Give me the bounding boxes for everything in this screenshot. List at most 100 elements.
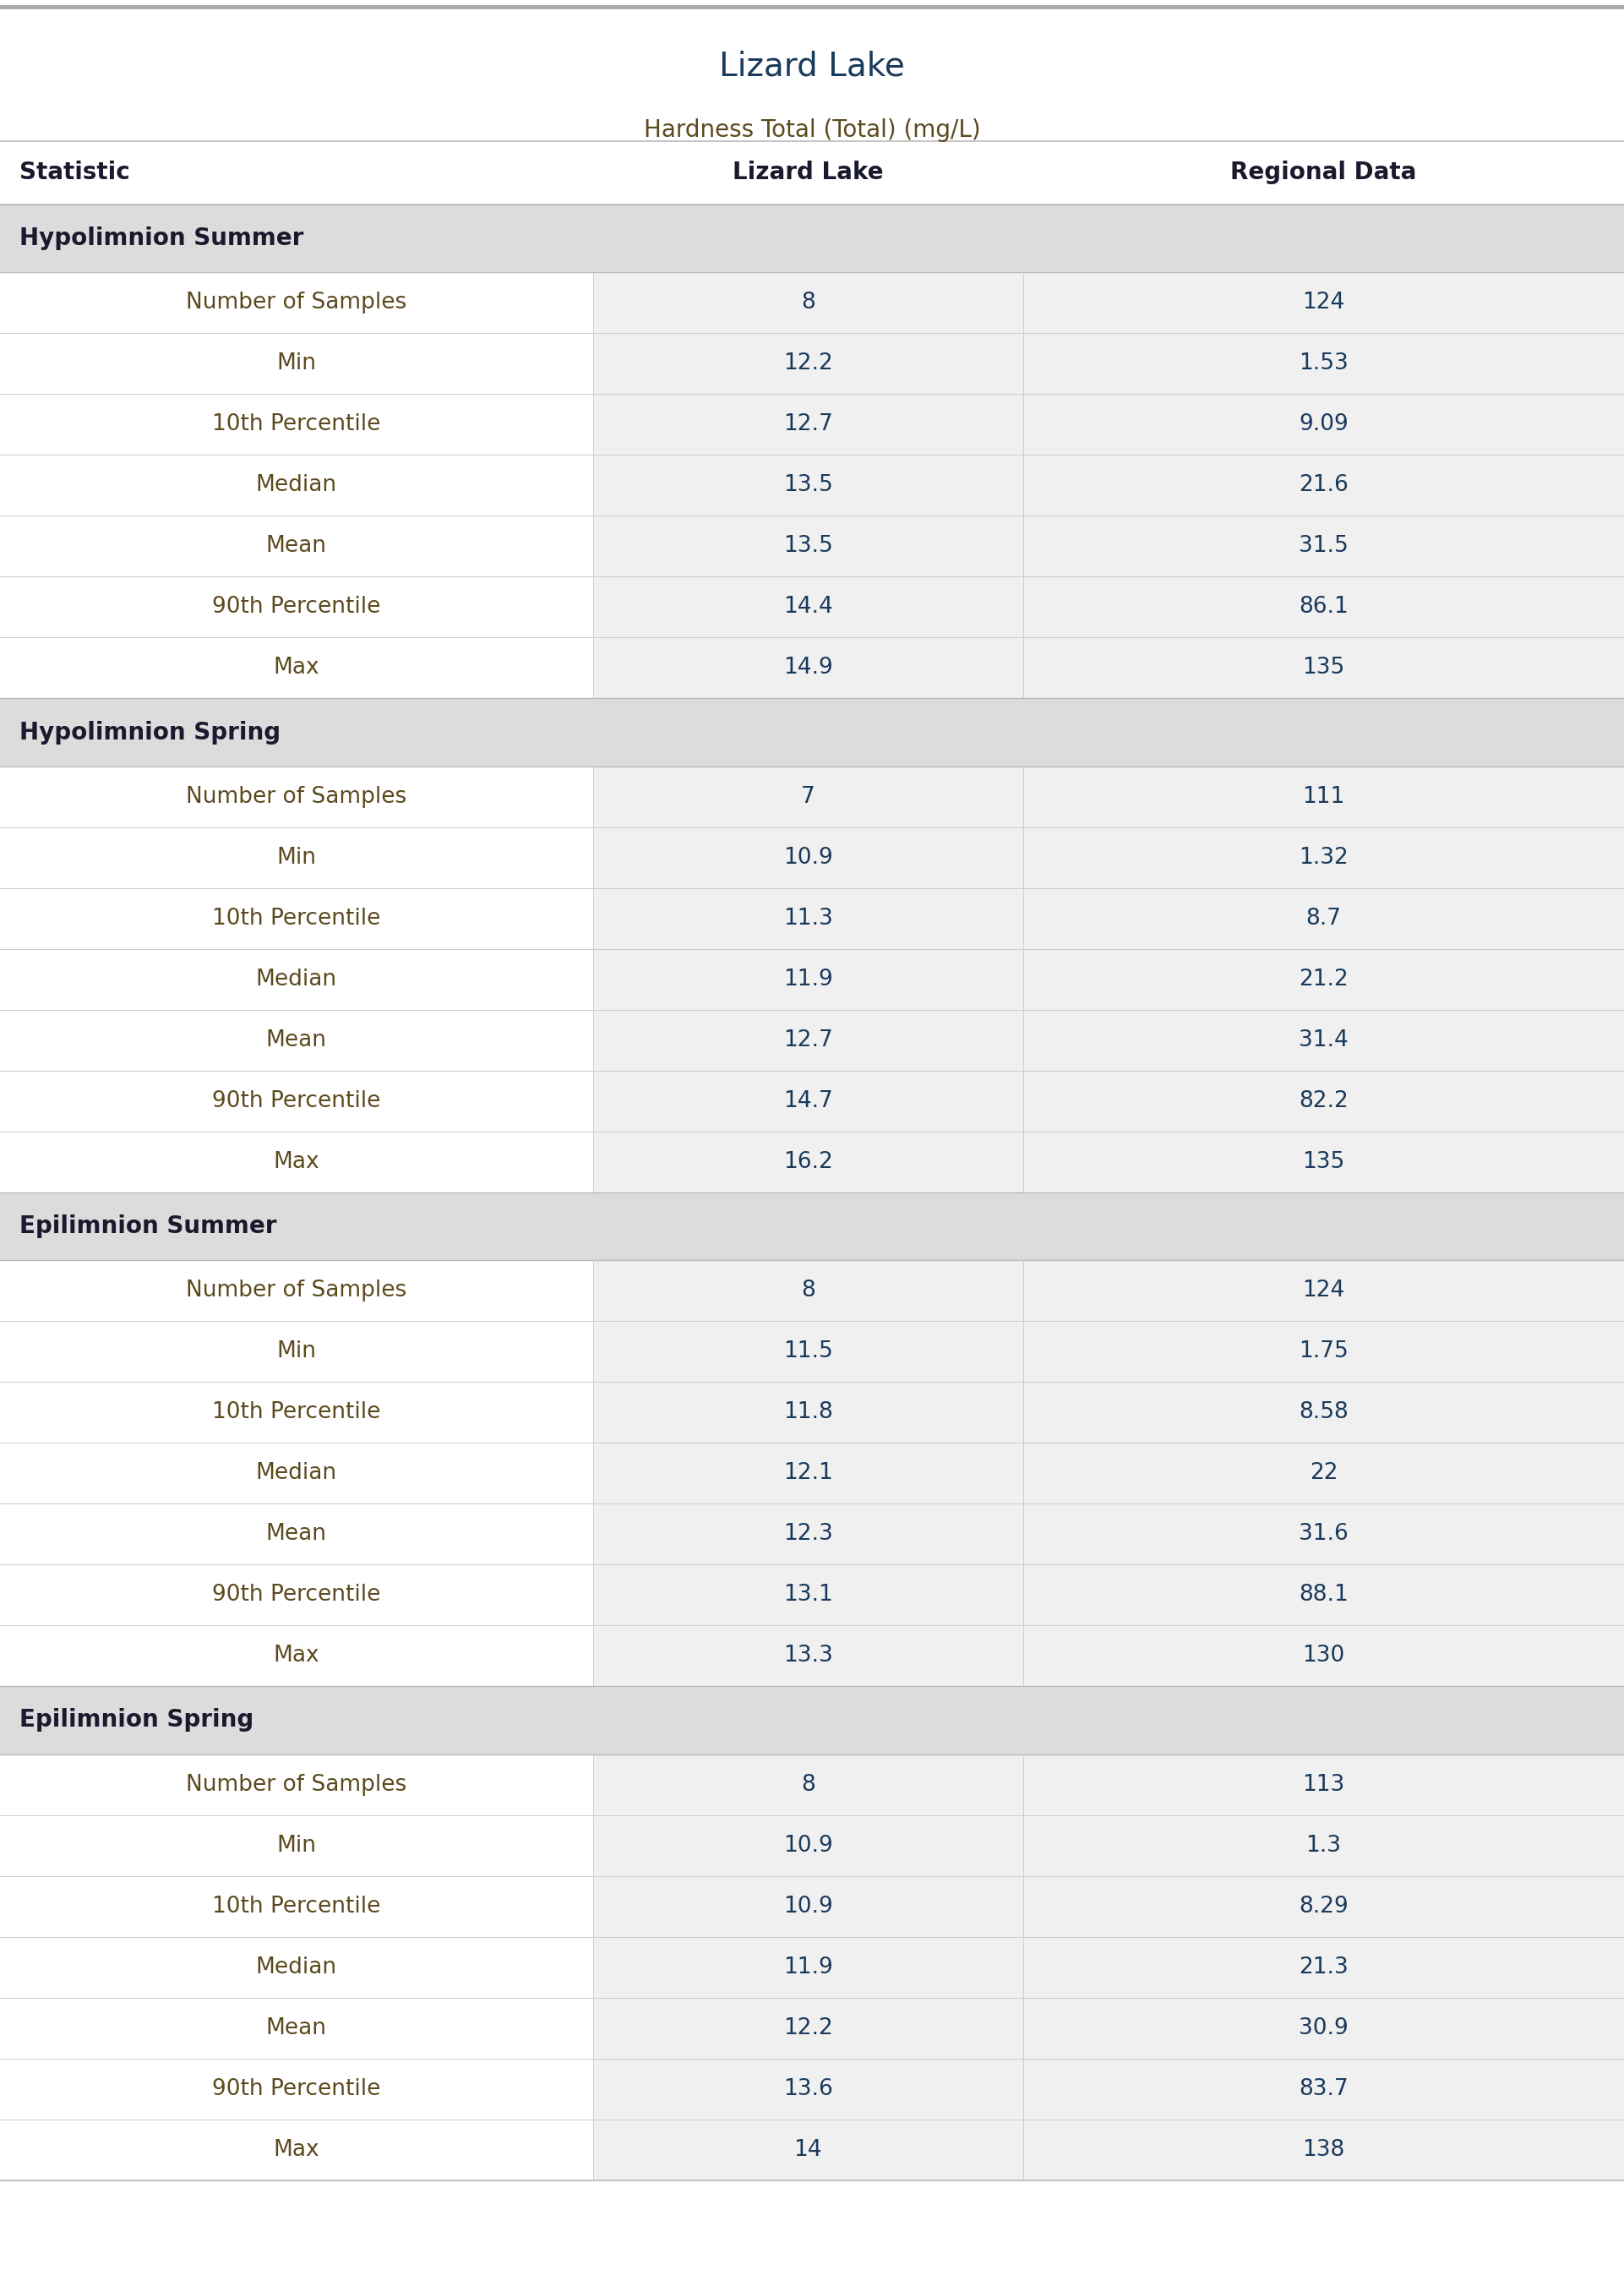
Bar (0, 1260, 593, 1321)
Bar (0, 1130, 593, 1192)
Text: Lizard Lake: Lizard Lake (732, 161, 883, 184)
Bar (0, 1816, 593, 1875)
Text: 8.58: 8.58 (1299, 1401, 1348, 1423)
Bar (593, 888, 1624, 949)
Bar (0, 2059, 593, 2120)
Text: 12.3: 12.3 (783, 1523, 833, 1546)
Bar (593, 1998, 1624, 2059)
Text: Hypolimnion Spring: Hypolimnion Spring (19, 720, 281, 745)
Text: 90th Percentile: 90th Percentile (213, 1090, 380, 1112)
Bar (0, 2120, 593, 2179)
Bar (0, 515, 593, 577)
Bar (0, 141, 1624, 204)
Text: 90th Percentile: 90th Percentile (213, 2077, 380, 2100)
Text: 21.6: 21.6 (1299, 474, 1348, 497)
Text: 9.09: 9.09 (1299, 413, 1348, 436)
Text: Number of Samples: Number of Samples (187, 1280, 406, 1301)
Bar (0, 1687, 1624, 1755)
Bar (0, 334, 593, 395)
Bar (593, 1816, 1624, 1875)
Text: Max: Max (273, 656, 320, 679)
Text: 16.2: 16.2 (783, 1151, 833, 1174)
Bar (593, 1755, 1624, 1816)
Text: 11.9: 11.9 (783, 1957, 833, 1977)
Text: Mean: Mean (266, 2018, 326, 2038)
Bar (593, 2059, 1624, 2120)
Text: 14.7: 14.7 (783, 1090, 833, 1112)
Text: 13.5: 13.5 (783, 536, 833, 556)
Text: 8.7: 8.7 (1306, 908, 1341, 928)
Bar (593, 2120, 1624, 2179)
Text: 90th Percentile: 90th Percentile (213, 597, 380, 617)
Text: Hardness Total (Total) (mg/L): Hardness Total (Total) (mg/L) (643, 118, 981, 141)
Text: Median: Median (255, 1462, 338, 1485)
Text: Lizard Lake: Lizard Lake (719, 50, 905, 82)
Bar (0, 1071, 593, 1130)
Text: 10.9: 10.9 (783, 1834, 833, 1857)
Bar (0, 1625, 593, 1687)
Text: Max: Max (273, 2138, 320, 2161)
Bar (593, 1564, 1624, 1625)
Bar (593, 826, 1624, 888)
Bar (0, 949, 593, 1010)
Text: Regional Data: Regional Data (1231, 161, 1416, 184)
Text: 12.2: 12.2 (783, 352, 833, 375)
Text: Mean: Mean (266, 1028, 326, 1051)
Bar (0, 699, 1624, 767)
Text: 88.1: 88.1 (1299, 1584, 1348, 1605)
Bar (0, 638, 593, 699)
Bar (593, 1321, 1624, 1382)
Bar (0, 577, 593, 638)
Text: 83.7: 83.7 (1299, 2077, 1348, 2100)
Text: Hypolimnion Summer: Hypolimnion Summer (19, 227, 304, 250)
Text: 10.9: 10.9 (783, 847, 833, 869)
Text: Median: Median (255, 474, 338, 497)
Bar (0, 1998, 593, 2059)
Bar (593, 638, 1624, 699)
Text: 11.9: 11.9 (783, 969, 833, 990)
Bar (0, 1936, 593, 1998)
Bar (593, 272, 1624, 334)
Text: 11.5: 11.5 (783, 1342, 833, 1362)
Text: 13.3: 13.3 (783, 1646, 833, 1666)
Bar (0, 1192, 1624, 1260)
Text: 12.7: 12.7 (783, 413, 833, 436)
Bar (0, 1875, 593, 1936)
Text: Median: Median (255, 969, 338, 990)
Text: 31.6: 31.6 (1299, 1523, 1348, 1546)
Bar (0, 767, 593, 826)
Bar (593, 1936, 1624, 1998)
Text: 1.53: 1.53 (1299, 352, 1348, 375)
Text: 124: 124 (1302, 293, 1345, 313)
Text: 135: 135 (1302, 1151, 1345, 1174)
Bar (593, 1503, 1624, 1564)
Text: 113: 113 (1302, 1773, 1345, 1796)
Text: Epilimnion Summer: Epilimnion Summer (19, 1214, 276, 1237)
Text: 1.3: 1.3 (1306, 1834, 1341, 1857)
Bar (593, 577, 1624, 638)
Text: Max: Max (273, 1151, 320, 1174)
Text: 138: 138 (1302, 2138, 1345, 2161)
Text: 13.1: 13.1 (783, 1584, 833, 1605)
Bar (0, 204, 1624, 272)
Text: 21.2: 21.2 (1299, 969, 1348, 990)
Bar (593, 1130, 1624, 1192)
Text: 31.4: 31.4 (1299, 1028, 1348, 1051)
Bar (0, 1564, 593, 1625)
Text: 13.5: 13.5 (783, 474, 833, 497)
Text: Min: Min (276, 352, 317, 375)
Text: Min: Min (276, 847, 317, 869)
Text: 22: 22 (1309, 1462, 1338, 1485)
Text: 8.29: 8.29 (1299, 1895, 1348, 1918)
Text: 7: 7 (801, 785, 815, 808)
Text: 10.9: 10.9 (783, 1895, 833, 1918)
Text: 14.9: 14.9 (783, 656, 833, 679)
Text: 30.9: 30.9 (1299, 2018, 1348, 2038)
Text: 1.75: 1.75 (1299, 1342, 1348, 1362)
Bar (0, 1382, 593, 1444)
Text: Median: Median (255, 1957, 338, 1977)
Text: 21.3: 21.3 (1299, 1957, 1348, 1977)
Bar (0, 454, 593, 515)
Bar (593, 1010, 1624, 1071)
Bar (0, 272, 593, 334)
